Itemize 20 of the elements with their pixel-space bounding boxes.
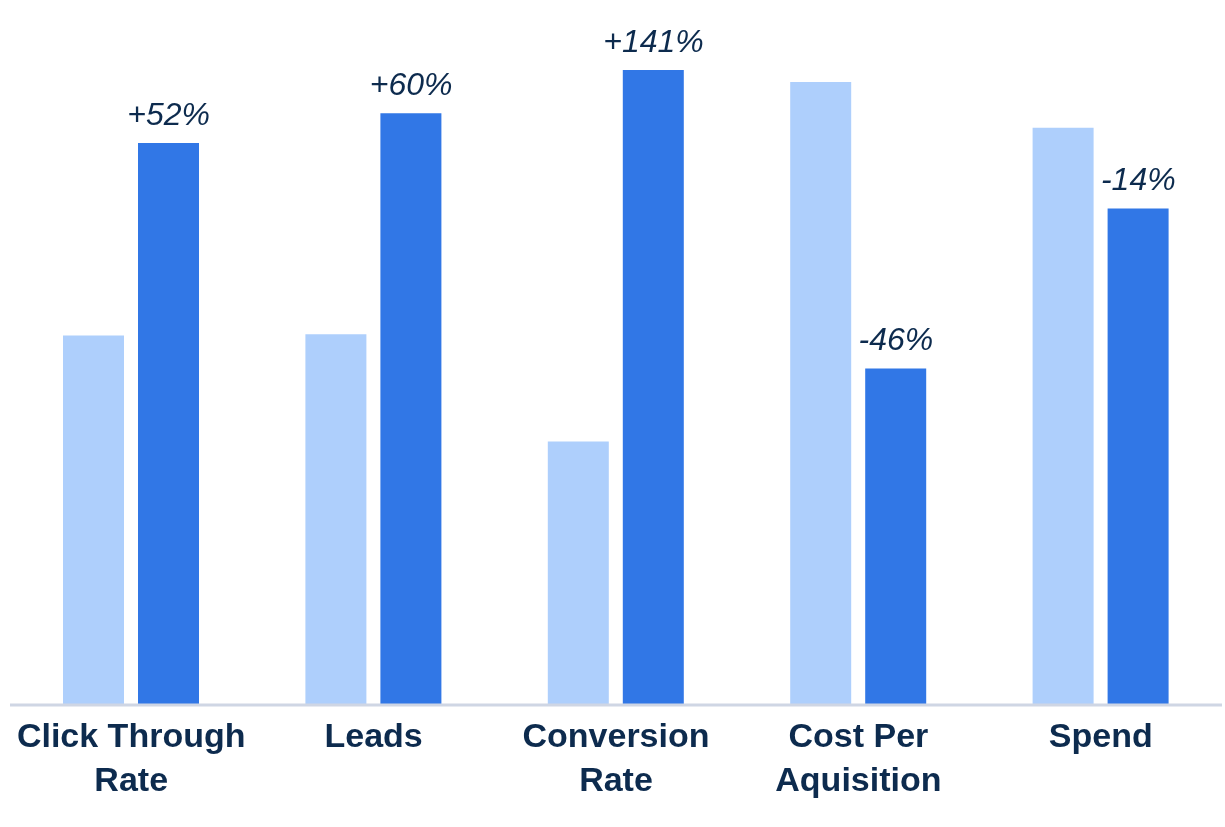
bar bbox=[63, 335, 124, 705]
bar bbox=[1107, 208, 1169, 705]
x-tick-label: Cost Per Aquisition bbox=[775, 716, 942, 798]
text: +141% bbox=[603, 23, 704, 59]
x-tick-label: Click Through Rate bbox=[16, 716, 246, 798]
bar bbox=[380, 113, 442, 705]
bar bbox=[622, 70, 684, 705]
annotation: +52% bbox=[127, 96, 211, 133]
bar bbox=[1032, 127, 1094, 705]
bar bbox=[790, 82, 852, 705]
bar bbox=[547, 441, 609, 705]
bar bbox=[305, 334, 367, 705]
bar bbox=[865, 368, 927, 705]
annotation: -46% bbox=[858, 321, 934, 358]
x-tick-label: Leads bbox=[324, 716, 423, 754]
bar bbox=[138, 143, 199, 705]
x-tick-label: Conversion Rate bbox=[522, 716, 710, 798]
annotation: +60% bbox=[369, 66, 453, 103]
x-tick-label: Spend bbox=[1048, 716, 1153, 754]
annotation: -14% bbox=[1100, 161, 1176, 198]
